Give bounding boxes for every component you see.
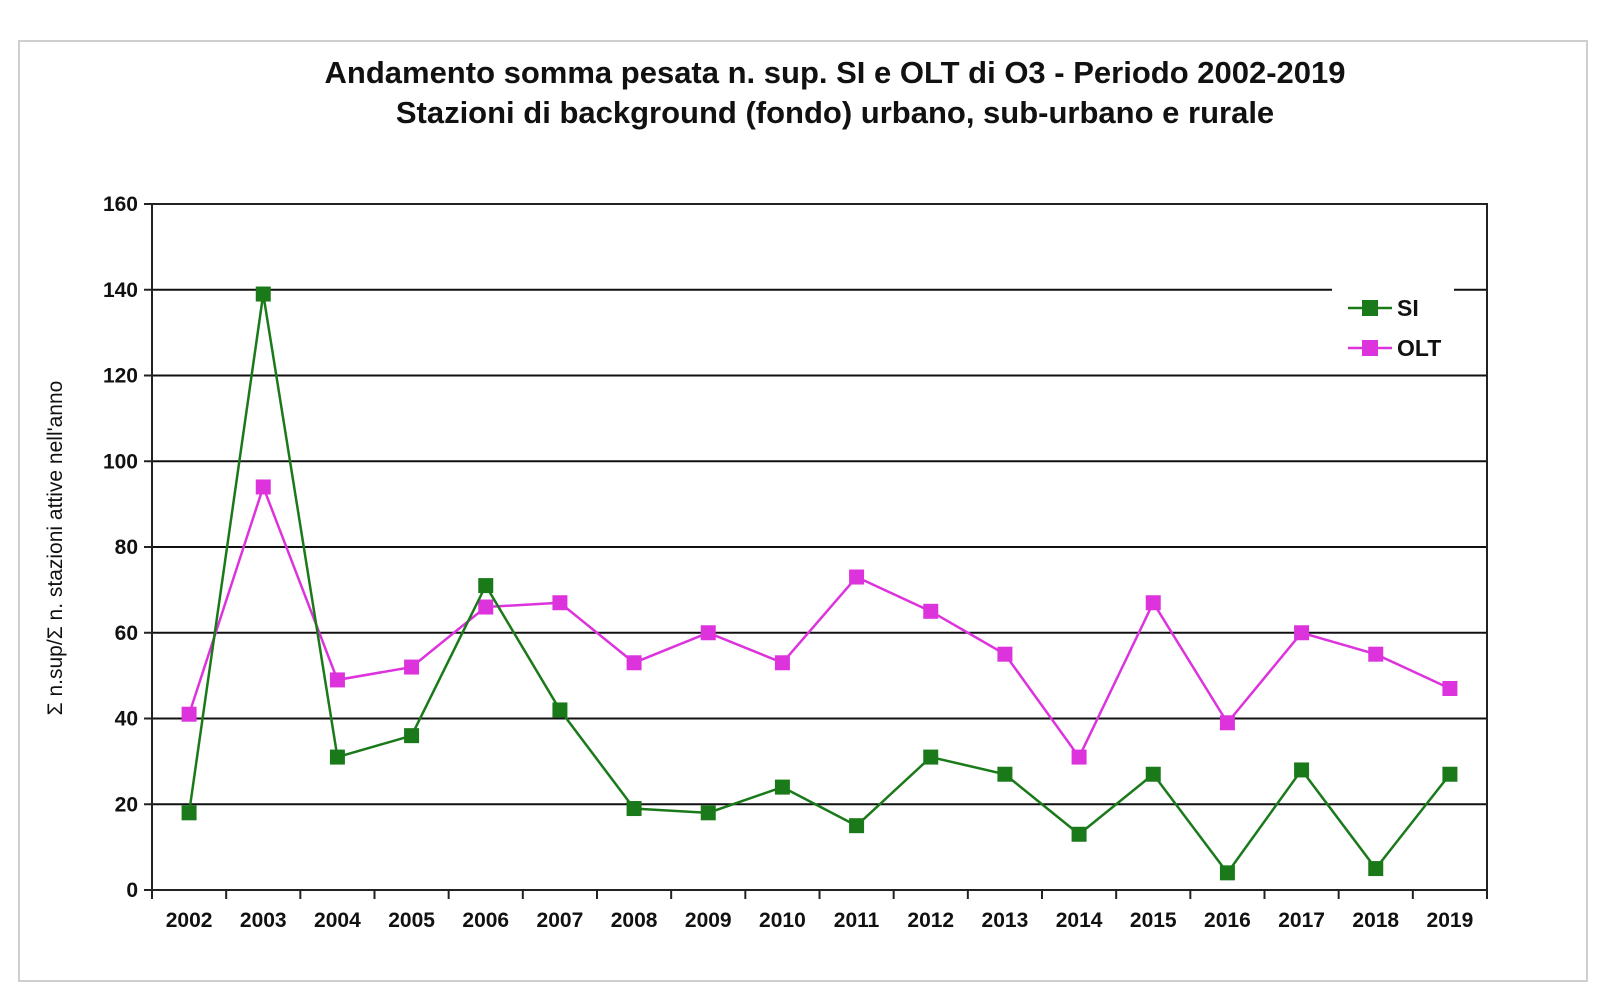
marker-olt (1071, 749, 1087, 765)
series-group (181, 286, 1458, 881)
x-tick-label: 2008 (611, 909, 658, 932)
y-tick-label: 160 (103, 193, 138, 216)
marker-olt (552, 595, 568, 611)
chart-title: Andamento somma pesata n. sup. SI e OLT … (325, 55, 1346, 90)
legend-marker-si (1362, 300, 1378, 316)
marker-olt (478, 599, 494, 615)
y-tick-label: 80 (115, 536, 138, 559)
y-tick-label: 140 (103, 279, 138, 302)
y-axis-label: Σ n.sup/Σ n. stazioni attive nell'anno (44, 381, 67, 716)
marker-olt (1219, 715, 1235, 731)
marker-olt (1442, 680, 1458, 696)
marker-si (1294, 762, 1310, 778)
x-tick-label: 2009 (685, 909, 732, 932)
marker-olt (404, 659, 420, 675)
marker-olt (849, 569, 865, 585)
x-tick-label: 2016 (1204, 909, 1251, 932)
chart-subtitle: Stazioni di background (fondo) urbano, s… (396, 95, 1274, 130)
y-tick-label: 40 (115, 708, 138, 731)
y-tick-label: 0 (126, 879, 138, 902)
x-tick-label: 2005 (388, 909, 435, 932)
x-tick-label: 2012 (907, 909, 954, 932)
marker-si (1219, 865, 1235, 881)
marker-olt (255, 479, 271, 495)
x-tick-label: 2007 (537, 909, 584, 932)
axes (144, 203, 1488, 899)
marker-olt (626, 655, 642, 671)
series-line-olt (187, 483, 1451, 760)
marker-si (923, 749, 939, 765)
marker-si (255, 286, 271, 302)
marker-si (1368, 861, 1384, 877)
x-tick-label: 2014 (1056, 909, 1103, 932)
x-tick-label: 2006 (462, 909, 509, 932)
marker-olt (1294, 625, 1310, 641)
y-tick-label: 60 (115, 622, 138, 645)
marker-si (700, 805, 716, 821)
marker-olt (774, 655, 790, 671)
legend-marker-olt (1362, 340, 1378, 356)
marker-si (552, 702, 568, 718)
x-tick-label: 2004 (314, 909, 361, 932)
marker-si (1442, 766, 1458, 782)
marker-si (404, 728, 420, 744)
chart-frame (18, 40, 1588, 982)
y-tick-label: 100 (103, 450, 138, 473)
gridlines (152, 288, 1487, 806)
x-tick-label: 2013 (982, 909, 1029, 932)
x-tick-label: 2003 (240, 909, 287, 932)
x-tick-labels: 2002 2003 2004 2005 2006 2007 2008 2009 2010 2011… (166, 909, 1474, 932)
marker-si (997, 766, 1013, 782)
marker-si (1071, 826, 1087, 842)
y-tick-label: 20 (115, 793, 138, 816)
marker-olt (700, 625, 716, 641)
y-tick-labels: 0 20 40 60 80 100 120 140 160 (103, 193, 138, 902)
marker-si (774, 779, 790, 795)
marker-olt (923, 603, 939, 619)
marker-olt (329, 672, 345, 688)
x-tick-label: 2015 (1130, 909, 1177, 932)
legend-label-olt: OLT (1397, 335, 1441, 361)
y-tick-label: 120 (103, 365, 138, 388)
marker-si (181, 805, 197, 821)
x-tick-label: 2018 (1352, 909, 1399, 932)
x-tick-label: 2011 (834, 909, 880, 932)
legend-label-si: SI (1397, 295, 1419, 321)
marker-si (478, 578, 494, 594)
marker-olt (181, 706, 197, 722)
x-tick-label: 2019 (1427, 909, 1474, 932)
marker-si (1145, 766, 1161, 782)
marker-si (626, 801, 642, 817)
legend: SI OLT (1348, 295, 1441, 361)
marker-olt (1145, 595, 1161, 611)
x-tick-label: 2010 (759, 909, 806, 932)
x-tick-label: 2002 (166, 909, 213, 932)
marker-si (329, 749, 345, 765)
series-line-si (187, 293, 1451, 875)
x-tick-label: 2017 (1278, 909, 1325, 932)
marker-olt (997, 646, 1013, 662)
marker-olt (1368, 646, 1384, 662)
marker-si (849, 818, 865, 834)
